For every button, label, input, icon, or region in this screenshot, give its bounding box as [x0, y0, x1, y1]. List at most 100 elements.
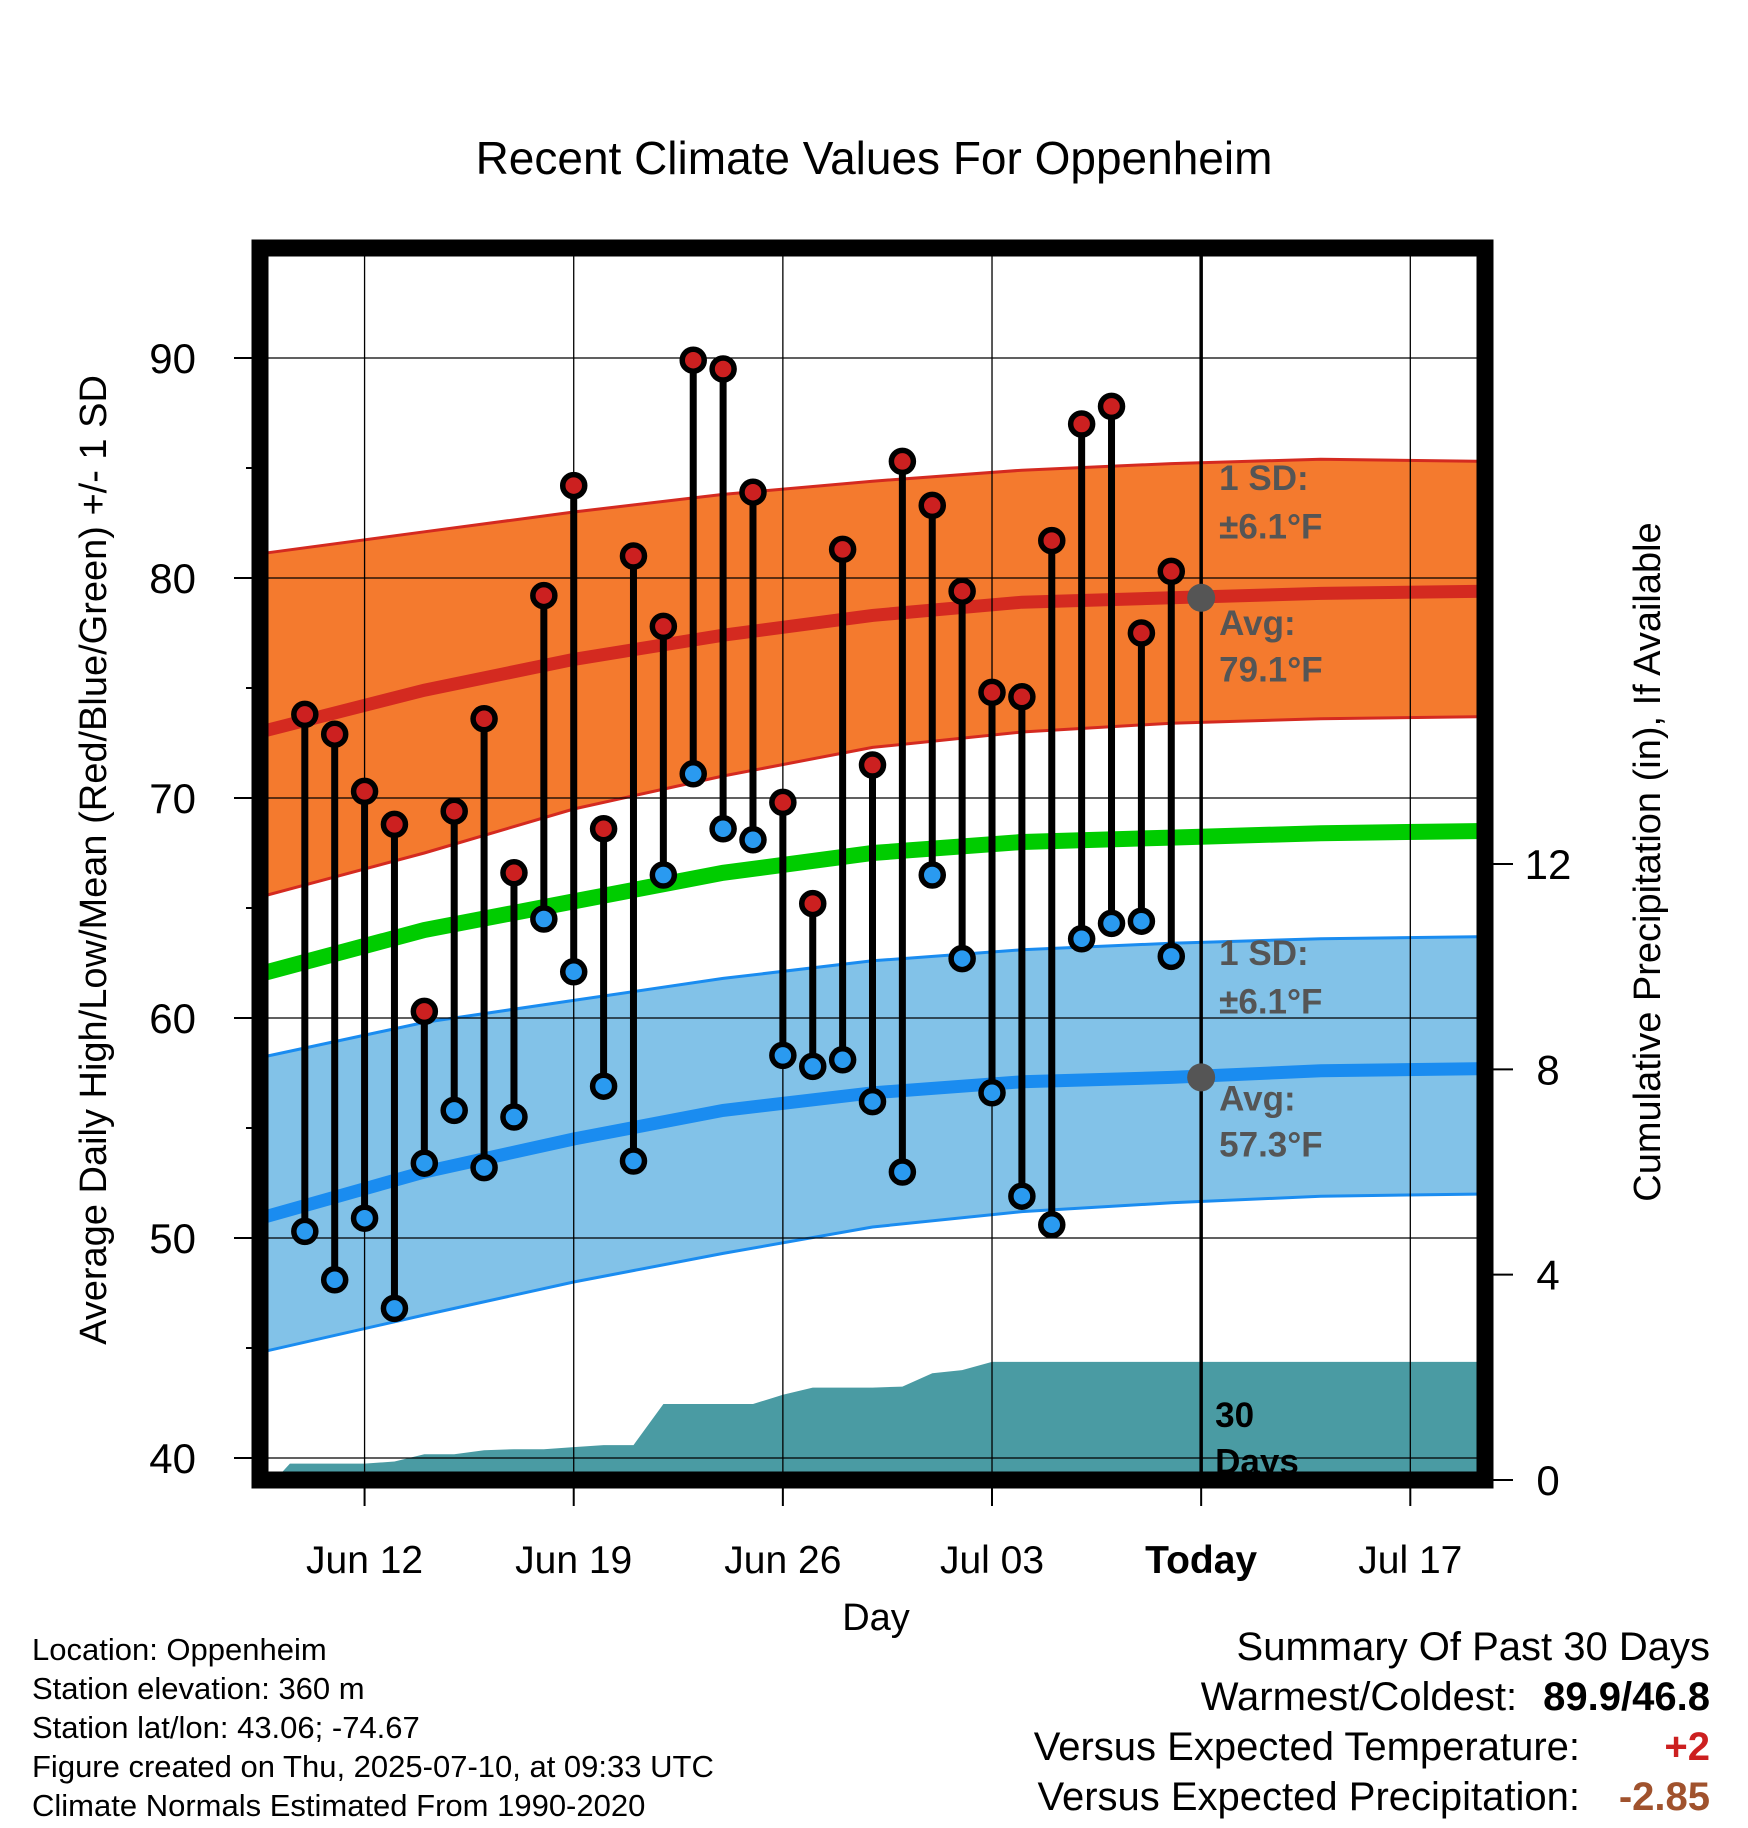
high-avg-label: Avg: — [1219, 604, 1295, 643]
x-tick-label: Jun 19 — [515, 1539, 632, 1582]
plot-area: 1 SD: ±6.1°F Avg: 79.1°F 1 SD: ±6.1°F Avg: 57.3… — [149, 239, 1572, 1582]
high-point — [1097, 392, 1126, 421]
created-text: Figure created on Thu, 2025-07-10, at 09… — [32, 1749, 714, 1784]
elevation-text: Station elevation: 360 m — [32, 1671, 365, 1706]
latlon-text: Station lat/lon: 43.06; -74.67 — [32, 1710, 420, 1745]
high-point — [619, 542, 648, 570]
low-point — [619, 1147, 648, 1175]
low-point — [679, 760, 707, 788]
high-point — [978, 678, 1006, 707]
high-point — [410, 997, 439, 1026]
high-point — [1127, 619, 1156, 647]
high-point — [530, 581, 558, 610]
low-point — [649, 861, 678, 889]
low-point — [1097, 909, 1126, 938]
low-point — [320, 1266, 349, 1294]
low-point — [918, 861, 947, 889]
precip-period-number: 30 — [1215, 1396, 1254, 1435]
low-point — [798, 1052, 827, 1081]
high-point — [470, 705, 498, 733]
low-point — [1038, 1211, 1066, 1239]
high-point — [440, 797, 468, 825]
summary-title: Summary Of Past 30 Days — [1236, 1625, 1710, 1669]
high-point — [918, 491, 947, 520]
y-tick-label-left: 50 — [149, 1215, 196, 1262]
y-tick-label-left: 60 — [149, 995, 196, 1042]
high-point — [559, 471, 588, 500]
low-point — [858, 1087, 887, 1116]
x-tick-label: Jun 26 — [724, 1539, 841, 1582]
low-point — [769, 1041, 797, 1070]
warmest-coldest-label: Warmest/Coldest: — [1200, 1675, 1518, 1719]
low-point — [828, 1046, 857, 1074]
precip-label: Versus Expected Precipitation: — [1037, 1775, 1580, 1819]
y-tick-label-right: 12 — [1525, 841, 1572, 888]
high-point — [798, 889, 827, 918]
warmest-value: 89.9 — [1543, 1675, 1622, 1719]
high-avg-value: 79.1°F — [1219, 650, 1323, 689]
high-point — [500, 859, 528, 887]
low-point — [709, 815, 737, 843]
warmest-coldest-row: Warmest/Coldest: 89.9/46.8 — [810, 1675, 1710, 1725]
high-point — [709, 355, 737, 383]
low-point — [500, 1103, 528, 1131]
y-tick-label-left: 40 — [149, 1435, 196, 1482]
high-point — [1008, 683, 1036, 711]
y-axis-right-label: Cumulative Precipitation (in), If Availa… — [1627, 522, 1669, 1201]
temp-value: +2 — [1664, 1725, 1710, 1769]
x-tick-label: Today — [1145, 1539, 1257, 1582]
low-point — [440, 1096, 468, 1125]
low-point — [739, 826, 767, 854]
y-tick-label-left: 90 — [149, 335, 196, 382]
low-point — [589, 1072, 618, 1100]
low-sd-label: 1 SD: — [1219, 934, 1308, 973]
high-point — [858, 751, 887, 779]
high-point — [380, 810, 409, 839]
high-point — [769, 788, 797, 817]
low-point — [1008, 1182, 1036, 1210]
high-point — [649, 612, 678, 641]
low-point — [470, 1153, 498, 1182]
y-tick-label-right: 8 — [1536, 1046, 1559, 1093]
station-info: Location: Oppenheim Station elevation: 3… — [32, 1630, 714, 1825]
y-tick-label-left: 70 — [149, 775, 196, 822]
coldest-value: 46.8 — [1632, 1675, 1710, 1719]
high-point — [888, 447, 917, 476]
high-point — [1038, 526, 1066, 555]
slash: / — [1621, 1675, 1633, 1719]
chart-title: Recent Climate Values For Oppenheim — [476, 132, 1273, 184]
low-point — [350, 1204, 379, 1232]
high-avg-line — [258, 584, 1486, 739]
x-tick-label: Jul 03 — [940, 1539, 1044, 1582]
y-tick-label-right: 4 — [1536, 1252, 1559, 1299]
low-point — [1157, 942, 1186, 971]
low-avg-label: Avg: — [1219, 1079, 1295, 1118]
high-point — [948, 577, 976, 605]
precip-value: -2.85 — [1618, 1775, 1710, 1819]
y-tick-label-right: 0 — [1536, 1457, 1559, 1504]
location-text: Location: Oppenheim — [32, 1632, 327, 1667]
high-point — [1157, 557, 1186, 586]
high-point — [828, 535, 857, 564]
high-point — [320, 720, 349, 748]
x-axis-label: Day — [842, 1597, 910, 1639]
y-axis-left-label: Average Daily High/Low/Mean (Red/Blue/Gr… — [73, 375, 115, 1345]
high-point — [291, 700, 319, 729]
high-point — [1067, 410, 1096, 438]
low-point — [1067, 925, 1096, 953]
temp-label: Versus Expected Temperature: — [1033, 1725, 1580, 1769]
low-sd-value: ±6.1°F — [1219, 983, 1322, 1022]
low-point — [410, 1149, 439, 1177]
high-point — [350, 777, 379, 806]
low-point — [978, 1079, 1006, 1107]
x-tick-label: Jul 17 — [1358, 1539, 1462, 1582]
low-point — [559, 958, 588, 986]
low-point — [530, 905, 558, 933]
normals-text: Climate Normals Estimated From 1990-2020 — [32, 1788, 646, 1823]
high-point — [589, 815, 618, 843]
low-point — [380, 1294, 409, 1323]
summary-title-row: Summary Of Past 30 Days — [810, 1625, 1710, 1675]
high-point — [679, 346, 707, 374]
low-point — [948, 944, 976, 973]
